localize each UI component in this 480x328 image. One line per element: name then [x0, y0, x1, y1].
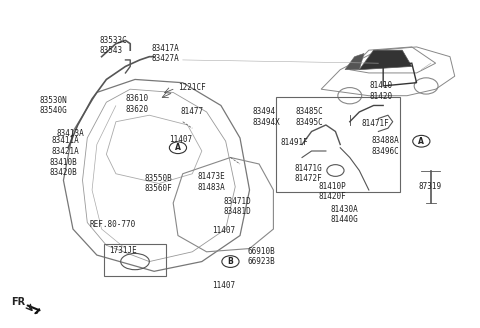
Polygon shape — [345, 53, 364, 70]
Text: 83417A
83427A: 83417A 83427A — [152, 44, 180, 63]
Polygon shape — [360, 50, 412, 70]
Text: 66910B
66923B: 66910B 66923B — [248, 247, 276, 266]
Text: 83494
83494X: 83494 83494X — [252, 107, 280, 127]
Text: 81477: 81477 — [180, 108, 204, 116]
Text: REF.80-770: REF.80-770 — [90, 220, 136, 229]
Text: 11407: 11407 — [169, 135, 192, 144]
Text: B: B — [228, 257, 233, 266]
Text: A: A — [175, 143, 181, 152]
Text: 83471D
83481D: 83471D 83481D — [223, 196, 251, 216]
Text: FR: FR — [11, 297, 25, 307]
Text: 81410P
81420F: 81410P 81420F — [319, 182, 347, 201]
Text: 11407: 11407 — [212, 226, 235, 235]
Polygon shape — [35, 309, 39, 314]
Text: 83485C
83495C: 83485C 83495C — [295, 107, 323, 127]
Text: 1221CF: 1221CF — [178, 83, 206, 92]
Text: 81430A
81440G: 81430A 81440G — [331, 205, 359, 224]
Text: 1731JE: 1731JE — [109, 246, 137, 255]
Text: 83550B
83560F: 83550B 83560F — [144, 174, 172, 193]
Text: 83411A
83421A: 83411A 83421A — [51, 136, 79, 156]
Text: 81471F: 81471F — [362, 119, 389, 128]
Text: 81473E
81483A: 81473E 81483A — [197, 172, 225, 192]
Text: 87319: 87319 — [419, 182, 442, 191]
Text: 83488A
83496C: 83488A 83496C — [371, 136, 399, 156]
Text: A: A — [419, 137, 424, 146]
Text: 83610
83620: 83610 83620 — [125, 94, 149, 113]
Text: 11407: 11407 — [212, 281, 235, 291]
Text: 81471G
81472F: 81471G 81472F — [295, 164, 323, 183]
Text: 81410
81420: 81410 81420 — [369, 81, 392, 100]
Text: 83530N
83540G: 83530N 83540G — [39, 96, 67, 115]
Text: 83413A: 83413A — [56, 129, 84, 138]
Text: 83533C
83543: 83533C 83543 — [100, 36, 127, 55]
Text: 81491F: 81491F — [281, 138, 308, 147]
Text: 83410B
83420B: 83410B 83420B — [49, 157, 77, 177]
